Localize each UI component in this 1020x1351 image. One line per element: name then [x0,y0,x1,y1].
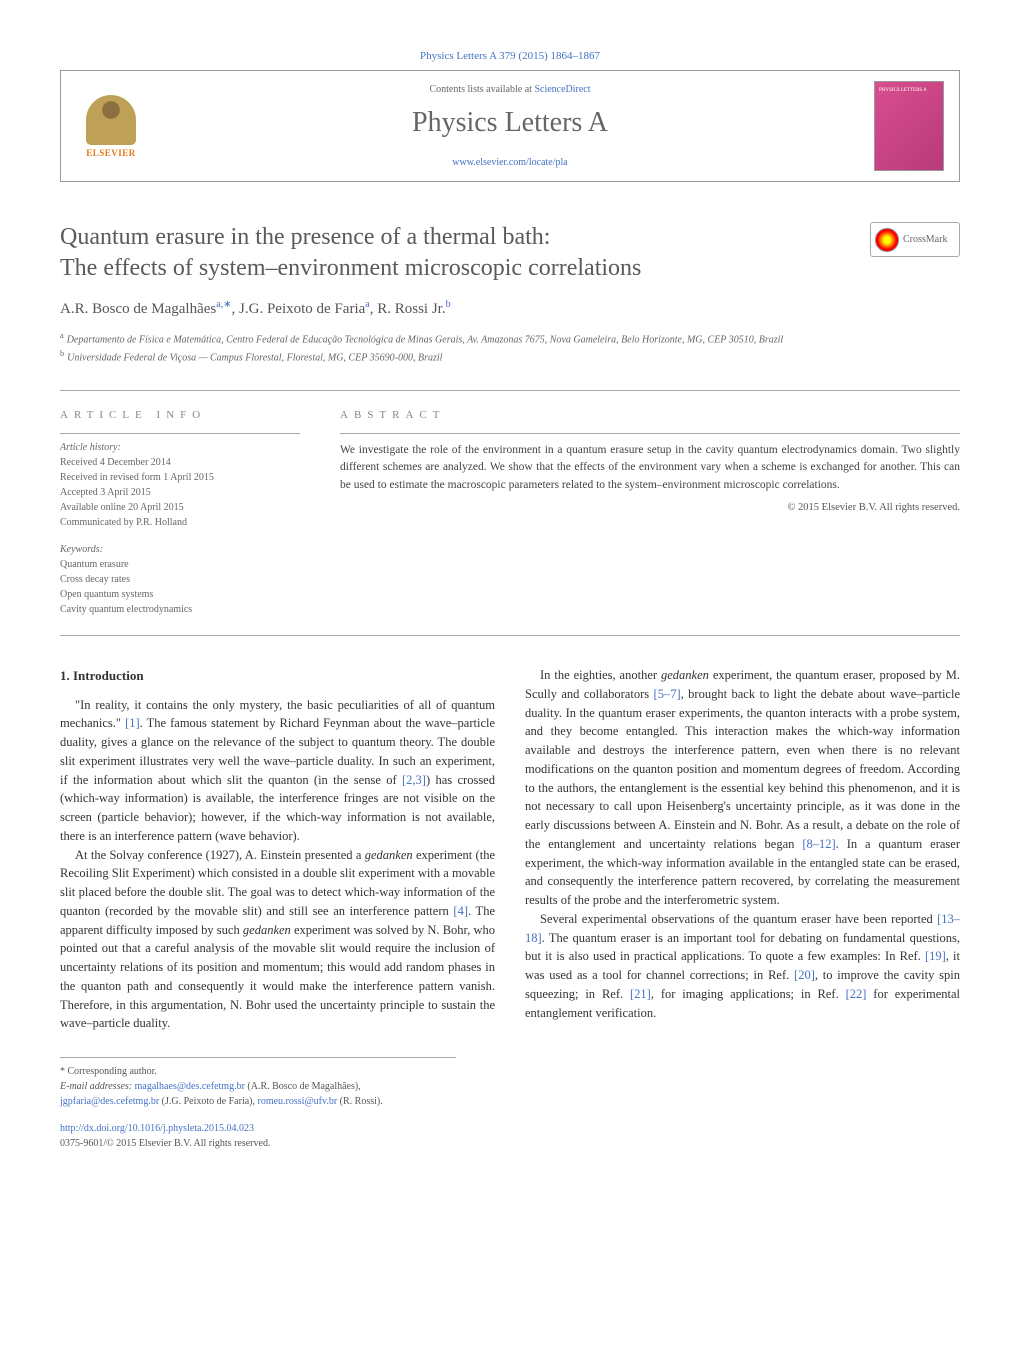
affiliation-a: Departamento de Física e Matemática, Cen… [67,335,783,346]
author-2: J.G. Peixoto de Faria [239,301,365,317]
section-1-heading: 1. Introduction [60,666,495,686]
article-title: Quantum erasure in the presence of a the… [60,222,850,284]
p3-a: In the eighties, another [540,668,661,682]
journal-cover-label: PHYSICS LETTERS A [879,88,939,93]
email-2[interactable]: jgpfaria@des.cefetmg.br [60,1096,159,1107]
footnotes: * Corresponding author. E-mail addresses… [60,1057,456,1109]
author-3-sup: b [446,299,451,310]
history-received: Received 4 December 2014 [60,455,300,470]
em-gedanken-3: gedanken [661,668,709,682]
email-3[interactable]: romeu.rossi@ufv.br [258,1096,338,1107]
p3-c: , brought back to light the debate about… [525,687,960,851]
cite-21[interactable]: [21] [630,987,651,1001]
em-gedanken-2: gedanken [243,923,291,937]
elsevier-logo: ELSEVIER [76,89,146,164]
abstract-text: We investigate the role of the environme… [340,442,960,494]
crossmark-badge[interactable]: CrossMark [870,222,960,257]
keyword-4: Cavity quantum electrodynamics [60,602,300,617]
abstract-heading: ABSTRACT [340,409,960,421]
cite-19[interactable]: [19] [925,949,946,963]
email-1-who: (A.R. Bosco de Magalhães), [247,1081,360,1092]
elsevier-name: ELSEVIER [86,148,136,158]
cite-4[interactable]: [4] [453,904,468,918]
issn-copyright: 0375-9601/© 2015 Elsevier B.V. All right… [60,1138,270,1149]
p4-a: Several experimental observations of the… [540,912,937,926]
journal-site-link[interactable]: www.elsevier.com/locate/pla [146,157,874,168]
em-gedanken-1: gedanken [365,848,413,862]
paragraph-4: Several experimental observations of the… [525,910,960,1023]
journal-name: Physics Letters A [146,107,874,139]
author-2-sup: a [365,299,369,310]
journal-cover-thumbnail: PHYSICS LETTERS A [874,81,944,171]
affiliation-b: Universidade Federal de Viçosa — Campus … [67,352,442,363]
author-1-sup: a,∗ [216,299,231,310]
title-line-1: Quantum erasure in the presence of a the… [60,224,550,250]
author-1: A.R. Bosco de Magalhães [60,301,216,317]
history-communicated: Communicated by P.R. Holland [60,515,300,530]
email-3-who: (R. Rossi). [340,1096,383,1107]
email-1[interactable]: magalhaes@des.cefetmg.br [135,1081,245,1092]
p4-e: , for imaging applications; in Ref. [651,987,846,1001]
doi-link[interactable]: http://dx.doi.org/10.1016/j.physleta.201… [60,1123,254,1134]
divider [60,635,960,636]
p2-d: experiment was solved by N. Bohr, who po… [60,923,495,1031]
sciencedirect-link[interactable]: ScienceDirect [534,84,590,95]
abstract-copyright: © 2015 Elsevier B.V. All rights reserved… [340,502,960,513]
history-accepted: Accepted 3 April 2015 [60,485,300,500]
keyword-3: Open quantum systems [60,587,300,602]
p4-b: . The quantum eraser is an important too… [525,931,960,964]
article-body: 1. Introduction "In reality, it contains… [60,666,960,1033]
paragraph-2: At the Solvay conference (1927), A. Eins… [60,846,495,1034]
cite-5-7[interactable]: [5–7] [654,687,681,701]
contents-line: Contents lists available at ScienceDirec… [146,84,874,95]
crossmark-icon [875,228,899,252]
journal-reference: Physics Letters A 379 (2015) 1864–1867 [60,50,960,62]
history-online: Available online 20 April 2015 [60,500,300,515]
cite-22[interactable]: [22] [846,987,867,1001]
cite-8-12[interactable]: [8–12] [802,837,835,851]
article-info-heading: ARTICLE INFO [60,409,300,421]
author-3: R. Rossi Jr. [377,301,445,317]
cite-20[interactable]: [20] [794,968,815,982]
history-revised: Received in revised form 1 April 2015 [60,470,300,485]
elsevier-tree-icon [86,95,136,145]
p2-a: At the Solvay conference (1927), A. Eins… [75,848,365,862]
history-heading: Article history: [60,442,300,453]
doi-block: http://dx.doi.org/10.1016/j.physleta.201… [60,1121,960,1151]
affiliations: aDepartamento de Física e Matemática, Ce… [60,330,960,365]
cite-2-3[interactable]: [2,3] [402,773,426,787]
corresponding-author-note: * Corresponding author. [60,1064,456,1079]
email-label: E-mail addresses: [60,1081,132,1092]
journal-header: ELSEVIER Contents lists available at Sci… [60,70,960,182]
paragraph-1: "In reality, it contains the only myster… [60,696,495,846]
keywords-heading: Keywords: [60,544,300,555]
authors-line: A.R. Bosco de Magalhãesa,∗, J.G. Peixoto… [60,299,960,318]
crossmark-label: CrossMark [903,234,947,245]
title-line-2: The effects of system–environment micros… [60,255,641,281]
email-2-who: (J.G. Peixoto de Faria), [162,1096,255,1107]
paragraph-3: In the eighties, another gedanken experi… [525,666,960,910]
cite-1[interactable]: [1] [125,716,140,730]
keyword-1: Quantum erasure [60,557,300,572]
keyword-2: Cross decay rates [60,572,300,587]
contents-prefix: Contents lists available at [429,84,534,95]
